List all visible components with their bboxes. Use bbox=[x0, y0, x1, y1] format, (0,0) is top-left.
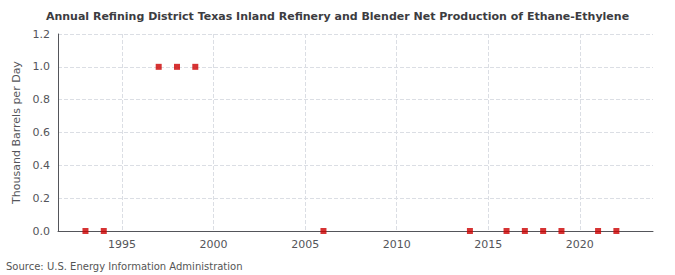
svg-text:Source: U.S. Energy Informatio: Source: U.S. Energy Information Administ… bbox=[6, 261, 243, 272]
svg-text:Annual Refining District Texas: Annual Refining District Texas Inland Re… bbox=[46, 10, 629, 23]
svg-text:0.4: 0.4 bbox=[33, 159, 51, 172]
svg-text:1.2: 1.2 bbox=[33, 28, 51, 41]
svg-text:0.0: 0.0 bbox=[33, 225, 51, 238]
svg-text:2010: 2010 bbox=[383, 238, 411, 251]
svg-text:Thousand Barrels per Day: Thousand Barrels per Day bbox=[10, 61, 23, 205]
svg-text:2020: 2020 bbox=[566, 238, 594, 251]
svg-text:0.6: 0.6 bbox=[33, 126, 51, 139]
svg-text:1995: 1995 bbox=[108, 238, 136, 251]
svg-text:0.8: 0.8 bbox=[33, 93, 51, 106]
svg-text:1.0: 1.0 bbox=[33, 60, 51, 73]
svg-text:2000: 2000 bbox=[200, 238, 228, 251]
svg-text:0.2: 0.2 bbox=[33, 192, 51, 205]
svg-text:2005: 2005 bbox=[291, 238, 319, 251]
svg-text:2015: 2015 bbox=[474, 238, 502, 251]
